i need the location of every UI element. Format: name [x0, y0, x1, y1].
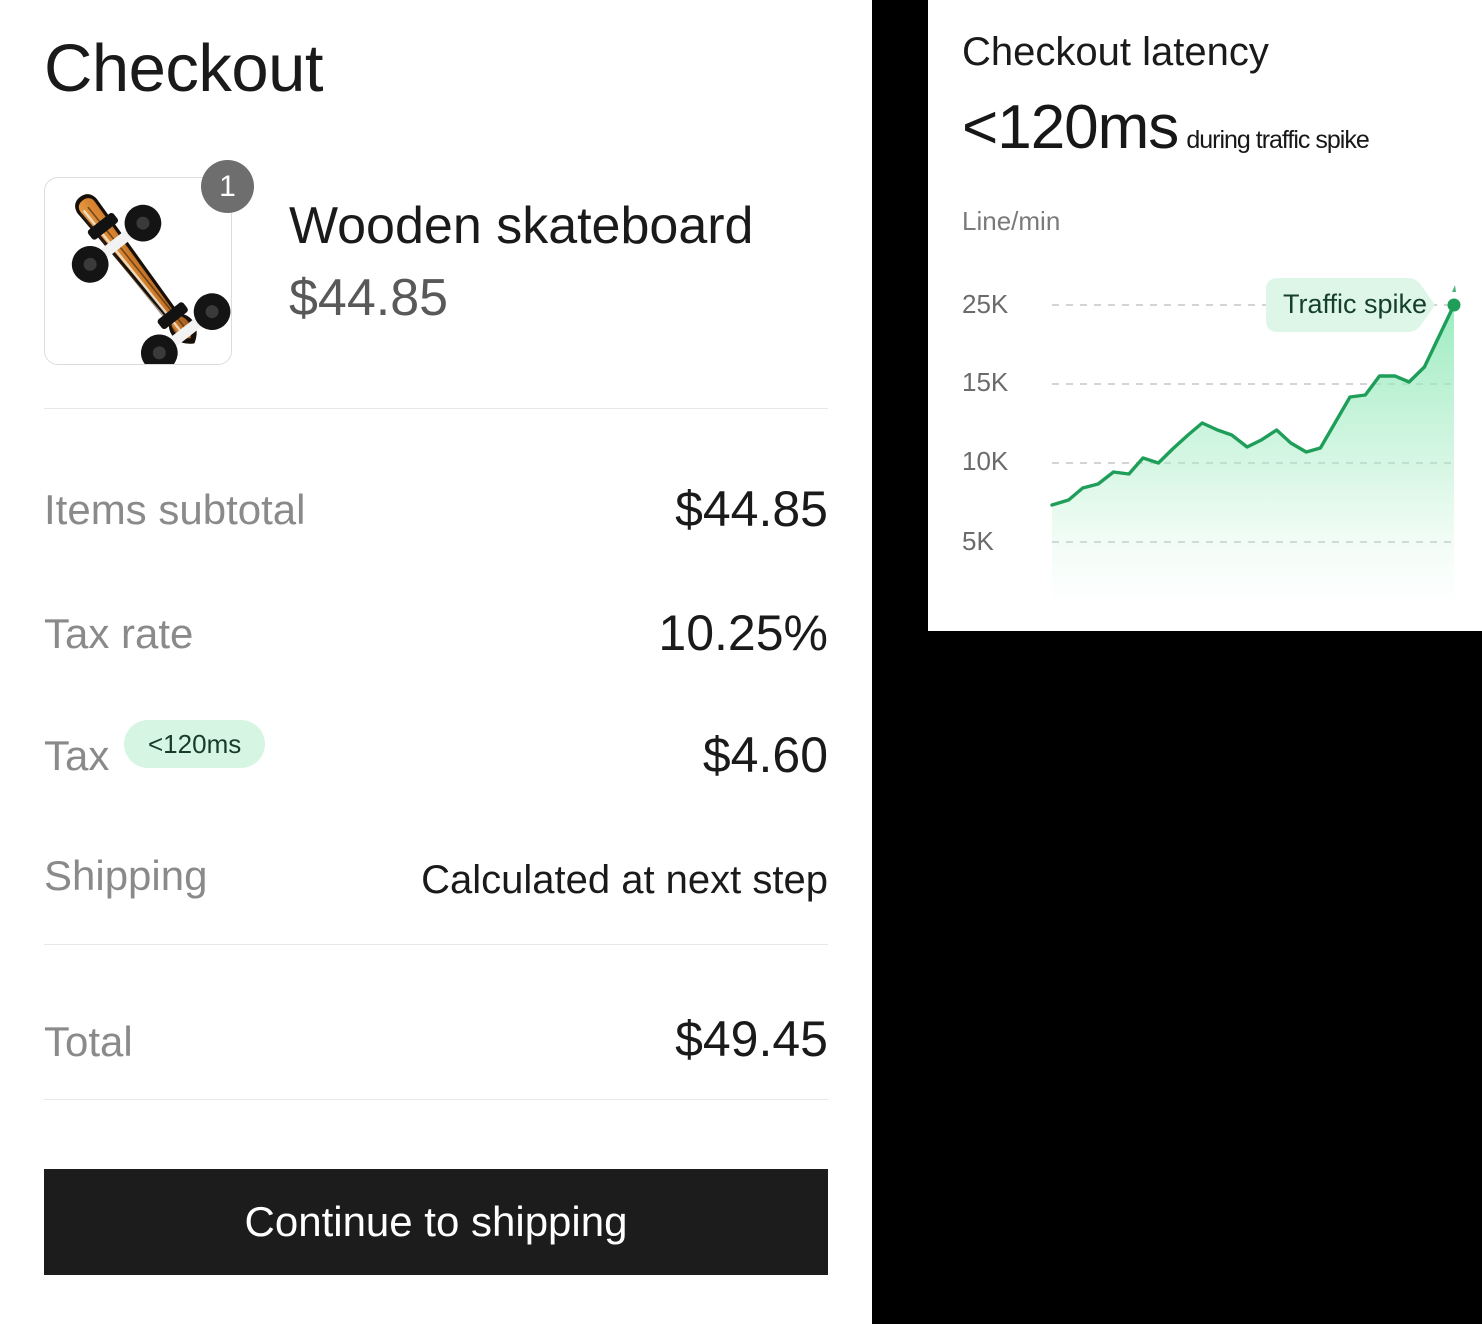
svg-text:5K: 5K — [962, 526, 994, 556]
svg-text:10K: 10K — [962, 446, 1009, 476]
svg-text:Traffic spike: Traffic spike — [1283, 289, 1427, 319]
svg-text:15K: 15K — [962, 367, 1009, 397]
svg-text:25K: 25K — [962, 289, 1009, 319]
